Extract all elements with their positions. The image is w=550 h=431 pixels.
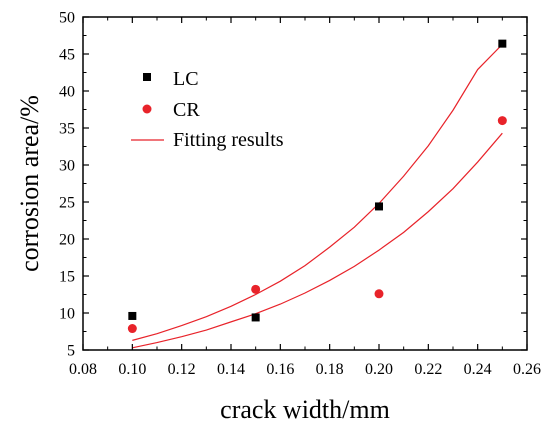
- x-tick-labels: 0.08 0.10 0.12 0.14 0.16 0.18 0.20 0.22 0.24 0.26: [69, 361, 541, 378]
- x-tick-label-6: 0.20: [365, 361, 393, 378]
- x-tick-label-7: 0.22: [414, 361, 442, 378]
- y-tick-label-5: 30: [59, 158, 75, 175]
- y-tick-label-6: 35: [59, 121, 75, 138]
- point-cr-0: [127, 324, 137, 334]
- x-tick-label-3: 0.14: [217, 361, 245, 378]
- y-tick-label-1: 10: [59, 306, 75, 323]
- plot-frame: [82, 16, 528, 351]
- fit-curve-1: [132, 132, 503, 349]
- x-tick-label-4: 0.16: [266, 361, 294, 378]
- point-lc-2: [375, 202, 383, 211]
- y-tick-label-9: 50: [59, 10, 75, 27]
- y-axis-title: corrosion area/%: [15, 95, 44, 272]
- point-cr-2: [374, 289, 384, 299]
- point-lc-0: [128, 311, 137, 320]
- y-tick-label-2: 15: [59, 269, 75, 286]
- y-tick-label-7: 40: [59, 84, 75, 101]
- point-cr-1: [251, 284, 261, 294]
- fit-lines: [132, 43, 503, 349]
- x-tick-label-8: 0.24: [464, 361, 492, 378]
- x-tick-label-1: 0.10: [118, 361, 146, 378]
- legend-cr-label: CR: [173, 99, 200, 121]
- y-tick-labels: 5 10 15 20 25 30 35 40 45 50: [59, 10, 75, 360]
- axis-ticks: [82, 16, 528, 351]
- x-tick-label-0: 0.08: [69, 361, 97, 378]
- legend-fit-label: Fitting results: [173, 129, 284, 151]
- point-cr-3: [497, 116, 507, 126]
- x-tick-label-2: 0.12: [168, 361, 196, 378]
- x-tick-label-5: 0.18: [316, 361, 344, 378]
- legend-cr-marker: [142, 104, 152, 114]
- legend-lc-label: LC: [173, 68, 199, 90]
- point-lc-3: [498, 39, 507, 48]
- point-lc-1: [251, 313, 260, 322]
- legend-lc-marker: [143, 73, 151, 81]
- x-axis-title: crack width/mm: [220, 395, 390, 424]
- y-tick-label-8: 45: [59, 47, 75, 64]
- legend: LC CR Fitting results: [131, 68, 284, 151]
- y-tick-label-4: 25: [59, 195, 75, 212]
- y-tick-label-0: 5: [67, 343, 75, 360]
- fit-curve-0: [132, 43, 503, 341]
- x-tick-label-9: 0.26: [513, 361, 541, 378]
- data-points: [127, 39, 507, 334]
- y-tick-label-3: 20: [59, 232, 75, 249]
